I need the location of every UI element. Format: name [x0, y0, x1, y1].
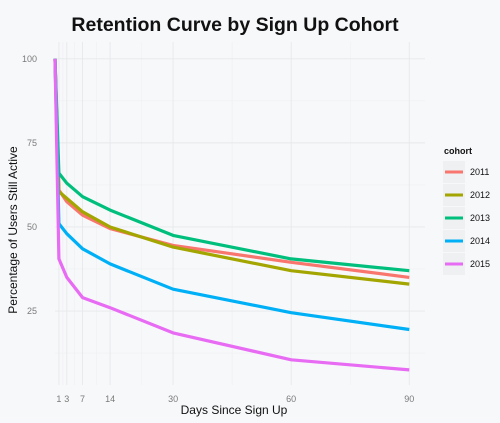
x-axis-ticks: 1 3 7 14 30 60 90: [56, 394, 414, 404]
y-axis-label: Percentage of Users Still Active: [6, 146, 20, 314]
series-lines: [53, 58, 410, 372]
y-tick-label: 50: [27, 222, 37, 232]
series-line-2015: [53, 58, 410, 372]
legend-label-2014: 2014: [470, 236, 490, 246]
y-axis-ticks: 25 50 75 100: [22, 54, 37, 316]
x-tick-label: 30: [168, 394, 178, 404]
series-line-2013: [53, 58, 410, 273]
series-line-2014: [53, 58, 410, 332]
legend-title: cohort: [444, 146, 472, 156]
legend-items: 2011 2012 2013 2014 2015: [443, 161, 490, 275]
x-tick-label: 14: [105, 394, 115, 404]
x-tick-label: 1: [56, 394, 61, 404]
legend-label-2013: 2013: [470, 213, 490, 223]
x-tick-label: 3: [64, 394, 69, 404]
x-axis-label: Days Since Sign Up: [181, 403, 288, 417]
series-line-2012: [53, 58, 410, 286]
x-tick-label: 7: [80, 394, 85, 404]
legend-label-2015: 2015: [470, 259, 490, 269]
x-tick-label: 90: [404, 394, 414, 404]
y-tick-label: 100: [22, 54, 37, 64]
y-tick-label: 75: [27, 138, 37, 148]
y-tick-label: 25: [27, 306, 37, 316]
legend-label-2011: 2011: [470, 167, 489, 177]
chart-title: Retention Curve by Sign Up Cohort: [71, 14, 399, 36]
x-tick-label: 60: [286, 394, 296, 404]
legend: cohort 2011 2012 2013 2014 2015: [437, 140, 493, 280]
legend-label-2012: 2012: [470, 190, 490, 200]
